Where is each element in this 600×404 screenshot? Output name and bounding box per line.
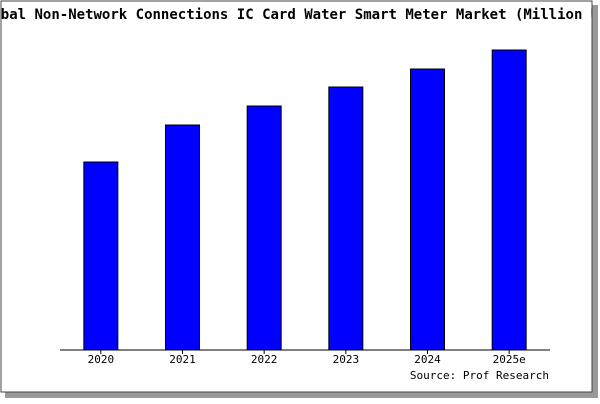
- bar: [83, 161, 119, 351]
- x-tick-label: 2023: [333, 353, 360, 366]
- x-tick-label: 2025e: [493, 353, 526, 366]
- x-tick-label: 2022: [251, 353, 278, 366]
- bar: [246, 105, 282, 351]
- bar: [328, 86, 364, 351]
- source: Source: Prof Research: [410, 369, 549, 382]
- bar: [165, 124, 200, 351]
- bar: [410, 68, 445, 351]
- chart-title: Global Non-Network Connections IC Card W…: [0, 7, 600, 23]
- x-tick-label: 2021: [169, 353, 196, 366]
- bar: [491, 49, 527, 351]
- x-tick-label: 2024: [414, 353, 441, 366]
- x-tick-label: 2020: [88, 353, 115, 366]
